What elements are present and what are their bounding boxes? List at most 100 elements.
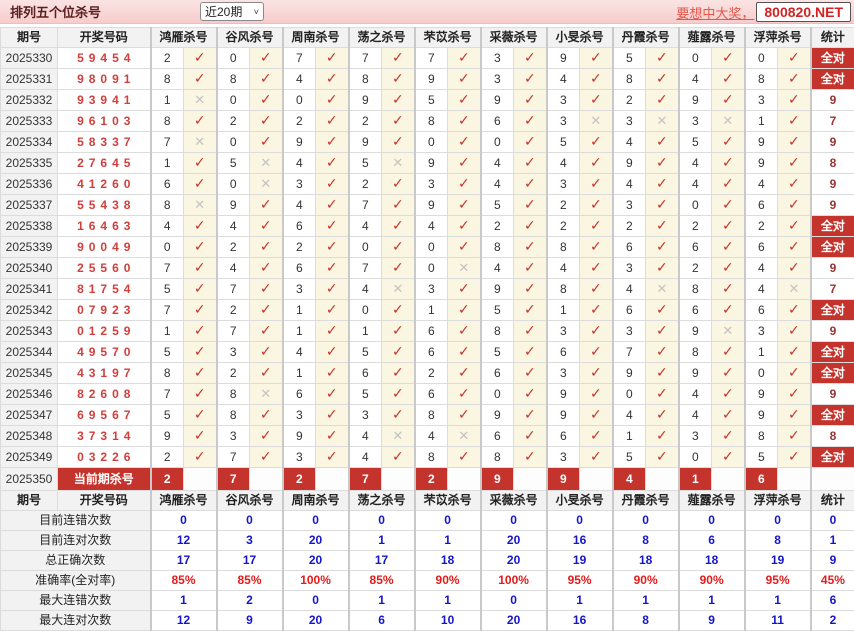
kill-number-cell: 7 — [217, 447, 250, 468]
stats-value: 0 — [481, 591, 547, 611]
kill-number-cell: 2 — [217, 363, 250, 384]
kill-number-cell: 2 — [217, 300, 250, 321]
kill-number-cell: 7 — [349, 258, 382, 279]
current-kill-number: 7 — [349, 468, 382, 491]
check-icon: ✓ — [326, 406, 338, 422]
check-icon: ✓ — [392, 406, 404, 422]
mark-cell: ✕ — [712, 321, 745, 342]
check-icon: ✓ — [524, 364, 536, 380]
mark-cell: ✓ — [778, 111, 811, 132]
stats-value: 0 — [283, 511, 349, 531]
mark-cell: ✓ — [514, 384, 547, 405]
check-icon: ✓ — [590, 427, 602, 443]
kill-number-cell: 3 — [679, 111, 712, 132]
promo-link[interactable]: 要想中大奖， — [676, 3, 754, 22]
check-icon: ✓ — [326, 217, 338, 233]
kill-number-cell: 2 — [415, 363, 448, 384]
promo-site-box[interactable]: 800820.NET — [756, 2, 851, 22]
kill-number-cell: 7 — [349, 195, 382, 216]
current-mark-empty — [712, 468, 745, 491]
mark-cell: ✓ — [382, 90, 415, 111]
all-correct-badge: 全对 — [811, 237, 854, 258]
col-header-expert-1: 鸿雁杀号 — [151, 491, 217, 511]
mark-cell: ✓ — [712, 300, 745, 321]
cross-icon: ✕ — [656, 281, 667, 296]
kill-number-cell: 5 — [151, 405, 184, 426]
chevron-down-icon: ˅ — [254, 7, 259, 17]
check-icon: ✓ — [788, 301, 800, 317]
mark-cell: ✓ — [646, 48, 679, 69]
mark-cell: ✓ — [382, 216, 415, 237]
current-mark-empty — [514, 468, 547, 491]
period-cell: 2025347 — [1, 405, 58, 426]
check-icon: ✓ — [656, 49, 668, 65]
stat-count-cell: 9 — [811, 321, 854, 342]
stats-value: 0 — [283, 591, 349, 611]
col-header-expert-8: 丹霞杀号 — [613, 28, 679, 48]
mark-cell: ✓ — [448, 405, 481, 426]
check-icon: ✓ — [458, 91, 470, 107]
check-icon: ✓ — [392, 343, 404, 359]
mark-cell: ✓ — [580, 405, 613, 426]
winning-numbers-cell: 41260 — [58, 174, 151, 195]
mark-cell: ✓ — [448, 132, 481, 153]
check-icon: ✓ — [590, 196, 602, 212]
check-icon: ✓ — [722, 238, 734, 254]
kill-number-cell: 9 — [745, 132, 778, 153]
check-icon: ✓ — [590, 364, 602, 380]
kill-number-cell: 9 — [349, 132, 382, 153]
check-icon: ✓ — [788, 322, 800, 338]
cross-icon: ✕ — [656, 113, 667, 128]
check-icon: ✓ — [722, 217, 734, 233]
period-range-select[interactable]: 近20期 ˅ — [200, 2, 264, 21]
col-header-expert-5: 芣苡杀号 — [415, 28, 481, 48]
kill-number-cell: 3 — [415, 279, 448, 300]
stats-value: 1 — [547, 591, 613, 611]
kill-number-cell: 6 — [283, 258, 316, 279]
check-icon: ✓ — [458, 343, 470, 359]
stats-value: 0 — [613, 511, 679, 531]
check-icon: ✓ — [656, 448, 668, 464]
kill-number-cell: 3 — [547, 321, 580, 342]
mark-cell: ✓ — [448, 69, 481, 90]
kill-number-cell: 4 — [349, 216, 382, 237]
check-icon: ✓ — [392, 322, 404, 338]
kill-number-cell: 4 — [679, 405, 712, 426]
kill-number-cell: 2 — [217, 111, 250, 132]
stats-value: 9 — [679, 611, 745, 631]
current-kill-number: 9 — [481, 468, 514, 491]
check-icon: ✓ — [194, 217, 206, 233]
mark-cell: ✓ — [778, 174, 811, 195]
check-icon: ✓ — [326, 112, 338, 128]
check-icon: ✓ — [788, 112, 800, 128]
mark-cell: ✕ — [382, 153, 415, 174]
kill-number-cell: 4 — [349, 279, 382, 300]
winning-numbers-cell: 98091 — [58, 69, 151, 90]
mark-cell: ✓ — [382, 258, 415, 279]
kill-number-cell: 8 — [613, 69, 646, 90]
mark-cell: ✓ — [316, 342, 349, 363]
check-icon: ✓ — [392, 238, 404, 254]
current-kill-number: 7 — [217, 468, 250, 491]
kill-number-cell: 9 — [481, 405, 514, 426]
check-icon: ✓ — [788, 448, 800, 464]
mark-cell: ✕ — [382, 426, 415, 447]
mark-cell: ✓ — [514, 405, 547, 426]
kill-number-cell: 0 — [217, 174, 250, 195]
mark-cell: ✓ — [316, 90, 349, 111]
mark-cell: ✓ — [580, 384, 613, 405]
kill-number-cell: 9 — [745, 384, 778, 405]
mark-cell: ✓ — [316, 69, 349, 90]
check-icon: ✓ — [788, 154, 800, 170]
mark-cell: ✓ — [646, 258, 679, 279]
cross-icon: ✕ — [458, 260, 469, 275]
kill-number-cell: 1 — [283, 363, 316, 384]
cross-icon: ✕ — [260, 155, 271, 170]
current-kill-number: 9 — [547, 468, 580, 491]
